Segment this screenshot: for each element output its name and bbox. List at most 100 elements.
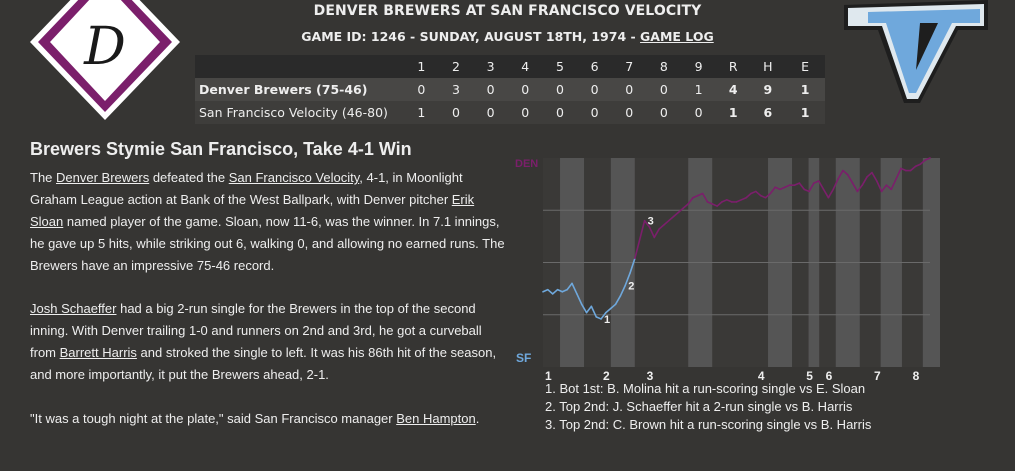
story-paragraph-3: "It was a tough night at the plate," sai… [30,408,505,430]
win-probability-segment [779,186,786,191]
team-link-san-francisco[interactable]: San Francisco Velocity [228,170,360,185]
story-text: The [30,170,57,185]
linescore-cell: 0 [577,78,612,101]
linescore-cell: 0 [507,78,543,101]
win-probability-segment [851,182,859,193]
win-probability-segment [880,184,888,193]
win-probability-segment [919,159,926,166]
win-probability-segment [764,192,772,199]
win-probability-segment [629,257,636,274]
linescore-col-header: 9 [681,55,716,78]
win-probability-segment [817,180,825,191]
win-probability-segment [576,293,583,306]
win-probability-segment [609,303,617,310]
win-probability-segment [605,307,612,314]
game-title: DENVER BREWERS AT SAN FRANCISCO VELOCITY [313,3,702,19]
inning-tick-label: 3 [647,369,654,382]
win-probability-chart: 123456789DENSF123 [515,157,940,382]
scoring-plays-list: 1. Bot 1st: B. Molina hit a run-scoring … [545,380,871,434]
win-probability-segment [813,180,820,184]
win-probability-segment [827,188,835,199]
win-probability-segment [750,190,757,195]
linescore-col-header: 2 [438,55,474,78]
game-info: GAME ID: 1246 - SUNDAY, AUGUST 18TH, 197… [0,29,1015,44]
win-probability-segment [822,188,830,199]
linescore-team-name: Denver Brewers (75-46) [195,78,404,101]
win-probability-segment [793,182,801,186]
linescore-col-header: 8 [646,55,682,78]
win-probability-segment [566,282,573,291]
win-probability-segment [726,198,733,203]
team-link-denver[interactable]: Denver Brewers [56,170,150,185]
linescore-cell: 0 [542,101,578,124]
game-log-link[interactable]: GAME LOG [640,29,714,44]
win-probability-segment [701,192,709,203]
win-probability-segment [740,196,747,201]
win-probability-segment [614,295,622,306]
win-probability-segment [832,178,839,191]
win-probability-segment [653,228,660,239]
win-probability-segment [924,157,931,161]
win-probability-segment [755,190,762,197]
win-probability-segment [759,194,767,199]
win-probability-segment [663,219,670,226]
win-probability-segment [634,238,641,260]
win-probability-segment [692,194,699,199]
linescore-col-header: 3 [473,55,508,78]
player-link-barrett-harris[interactable]: Barrett Harris [59,345,137,360]
scoring-play-note: 2. Top 2nd: J. Schaeffer hit a 2-run sin… [545,399,853,414]
win-probability-segment [774,186,781,191]
win-probability-segment [585,305,593,314]
linescore-col-header: E [785,55,825,78]
win-probability-segment [711,203,718,207]
player-link-erik-sloan[interactable]: Erik Sloan [30,192,475,229]
win-probability-segment [590,305,598,318]
win-probability-segment [716,201,723,207]
win-probability-segment [808,182,815,193]
win-probability-segment [803,188,810,193]
win-probability-segment [571,282,578,295]
linescore-cell: 0 [681,101,716,124]
win-probability-segment [595,316,602,320]
linescore-col-header: H [750,55,786,78]
win-probability-segment [721,198,728,203]
win-probability-segment [706,201,714,205]
win-probability-segment [842,169,849,176]
linescore-errors: 1 [785,78,825,101]
win-probability-segment [900,167,907,172]
linescore-row-home: San Francisco Velocity (46-80) 1 0 0 0 0… [195,101,825,124]
inning-tick-label: 4 [758,369,765,382]
win-probability-segment [561,288,568,293]
win-probability-segment [866,171,873,178]
win-probability-segment [687,196,694,205]
linescore-cell: 3 [438,78,474,101]
win-probability-segment [624,272,631,287]
player-link-josh-schaeffer[interactable]: Josh Schaeffer [30,301,117,316]
inning-tick-label: 2 [603,369,610,382]
story-paragraph-2: Josh Schaeffer had a big 2-run single fo… [30,298,505,386]
linescore-table: 1 2 3 4 5 6 7 8 9 R H E Denver Brewers (… [195,55,825,124]
scoring-play-note: 1. Bot 1st: B. Molina hit a run-scoring … [545,381,866,396]
linescore-runs: 4 [715,78,751,101]
scoring-play-marker: 3 [648,216,654,228]
denver-brewers-logo-icon: D [30,0,180,120]
scoring-play-marker: 2 [628,280,634,292]
win-probability-segment [648,226,656,239]
linescore-cell: 0 [507,101,543,124]
linescore-cell: 0 [611,78,647,101]
linescore-cell: 1 [403,101,439,124]
win-probability-segment [890,178,897,191]
linescore-col-header: 6 [577,55,612,78]
linescore-header-row: 1 2 3 4 5 6 7 8 9 R H E [195,55,825,78]
linescore-row-away: Denver Brewers (75-46) 0 3 0 0 0 0 0 0 1… [195,78,825,101]
linescore-cell: 0 [473,101,508,124]
win-probability-segment [542,288,549,293]
inning-tick-label: 5 [806,369,813,382]
story-paragraph-1: The Denver Brewers defeated the San Fran… [30,167,505,277]
manager-link-ben-hampton[interactable]: Ben Hampton [396,411,476,426]
game-info-text: GAME ID: 1246 - SUNDAY, AUGUST 18TH, 197… [301,29,636,44]
inning-tick-label: 7 [874,369,881,382]
linescore-cell: 0 [577,101,612,124]
win-probability-segment [643,219,651,228]
win-probability-segment [837,169,844,180]
